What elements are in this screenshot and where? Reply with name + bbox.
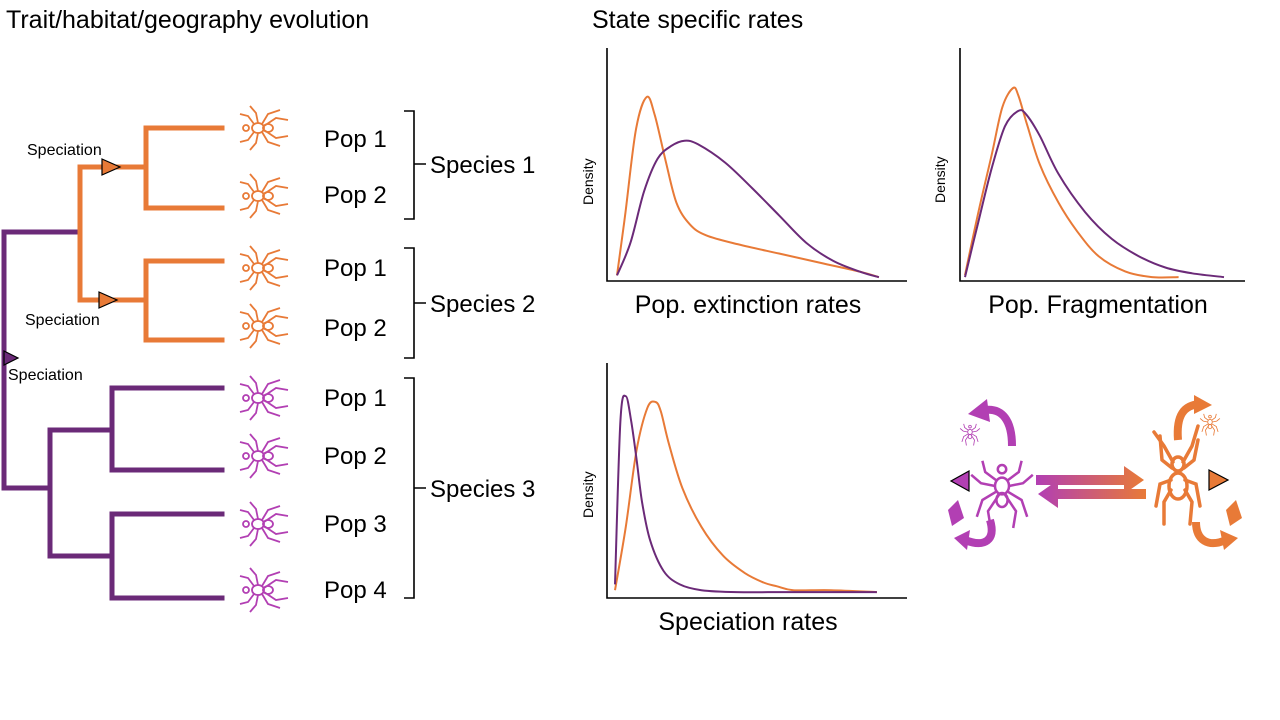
density-series-line-orange — [614, 400, 877, 594]
speciation-label-1: Speciation — [27, 142, 102, 159]
density-series-line-purple — [964, 109, 1225, 279]
spider-icon — [239, 375, 289, 421]
pop-label: Pop 2 — [324, 443, 387, 470]
arrowhead — [954, 530, 970, 550]
speciation-label-3: Speciation — [8, 367, 83, 384]
density-series-line-purple — [616, 139, 880, 279]
species3-bracket — [404, 377, 426, 599]
y-axis-label: Density — [580, 158, 596, 205]
triangle-marker-icon — [98, 291, 119, 309]
pop-label: Pop 1 — [324, 255, 387, 282]
chart-pop-extinction: Density Pop. extinction rates — [580, 48, 907, 319]
chart-axes — [959, 48, 1245, 282]
triangle-marker-icon — [949, 469, 970, 493]
state-transition-diagram — [948, 395, 1242, 550]
pop-label: Pop 4 — [324, 577, 387, 604]
chart-pop-fragmentation: Density Pop. Fragmentation — [932, 48, 1245, 319]
chart-speciation-rates: Density Speciation rates — [580, 363, 907, 636]
pop-label: Pop 3 — [324, 511, 387, 538]
species-label: Species 2 — [430, 291, 535, 318]
triangle-marker-icon — [1208, 469, 1230, 491]
spider-icon — [959, 423, 981, 446]
right-heading: State specific rates — [592, 6, 803, 34]
species1-branch — [77, 125, 225, 211]
double-arrow-icon — [1036, 466, 1144, 494]
spider-icon — [239, 433, 289, 479]
density-series-line-purple — [614, 394, 877, 594]
x-axis-label: Pop. Fragmentation — [988, 291, 1208, 319]
arrowhead — [1220, 530, 1238, 550]
x-axis-label: Speciation rates — [658, 608, 837, 636]
species2-bracket — [404, 247, 426, 359]
self-transition-arrow — [1192, 521, 1228, 548]
spider-icon — [1199, 413, 1221, 436]
spider-icon — [1152, 424, 1202, 526]
root-branch — [1, 229, 53, 491]
y-axis-label: Density — [580, 471, 596, 518]
spider-icon — [239, 105, 289, 151]
left-heading: Trait/habitat/geography evolution — [6, 6, 369, 34]
x-axis-label: Pop. extinction rates — [635, 291, 862, 319]
double-arrow-icon — [1038, 480, 1146, 508]
density-series-line-orange — [964, 86, 1179, 279]
pop-label: Pop 2 — [324, 315, 387, 342]
spider-icon — [239, 245, 289, 291]
self-transition-arrow — [963, 518, 996, 548]
speciation-label-2: Speciation — [25, 312, 100, 329]
spider-icon — [969, 459, 1035, 530]
species-label: Species 3 — [430, 476, 535, 503]
arrowhead — [968, 399, 990, 422]
chart-axes — [606, 363, 907, 599]
species1-bracket — [404, 110, 426, 220]
species-label: Species 1 — [430, 152, 535, 179]
phylogenetic-tree — [1, 125, 225, 601]
triangle-marker-icon — [3, 350, 20, 366]
pop-label: Pop 1 — [324, 126, 387, 153]
chart-axes — [606, 48, 907, 282]
y-axis-label: Density — [932, 156, 948, 203]
spider-icon — [239, 303, 289, 349]
self-transition-arrow — [984, 405, 1016, 447]
spider-icon — [239, 501, 289, 547]
spider-icon — [239, 173, 289, 219]
arrowhead — [1194, 395, 1212, 414]
species3-upper — [47, 385, 225, 473]
pop-label: Pop 1 — [324, 385, 387, 412]
spider-icon — [239, 567, 289, 613]
density-series-line-orange — [616, 95, 880, 279]
triangle-marker-icon — [101, 158, 122, 176]
seed-icon — [1226, 500, 1242, 526]
pop-label: Pop 2 — [324, 182, 387, 209]
seed-icon — [948, 500, 964, 526]
species3-lower — [47, 511, 225, 601]
